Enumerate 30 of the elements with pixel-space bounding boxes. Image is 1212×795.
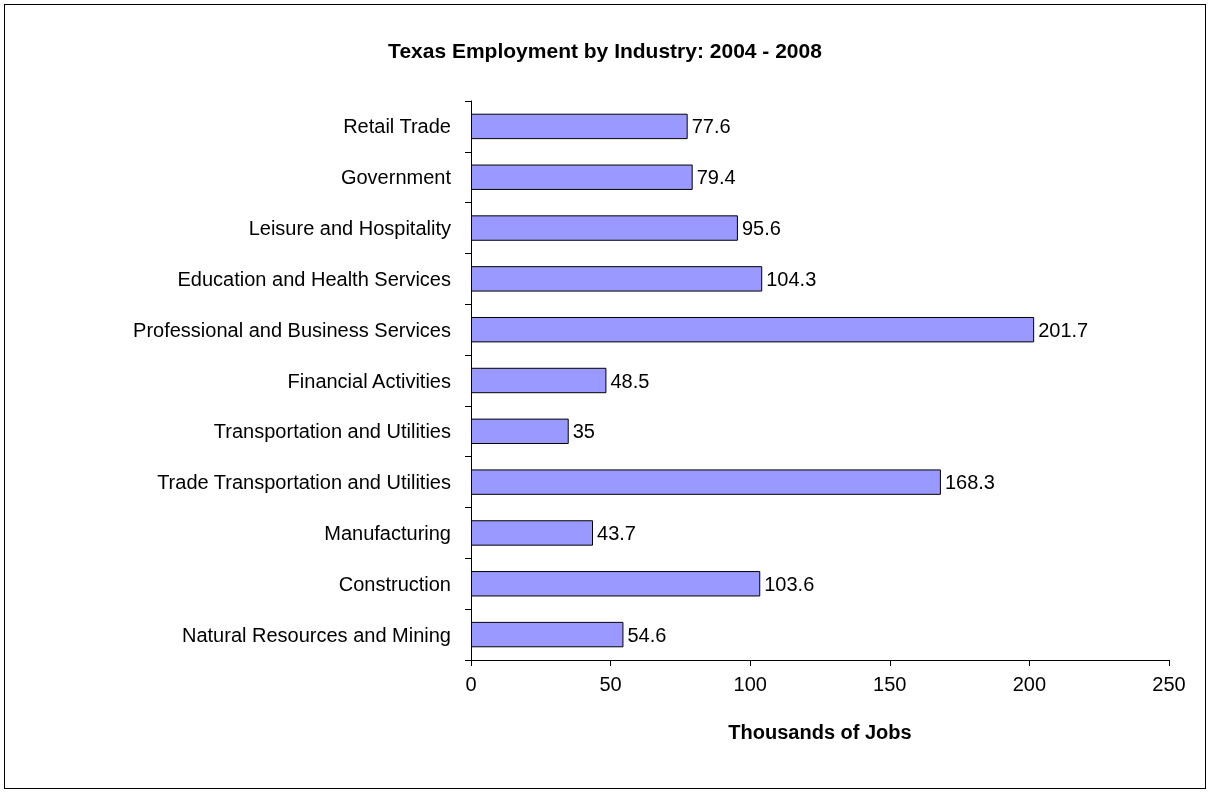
y-tick-label: Transportation and Utilities: [213, 420, 451, 443]
data-label: 168.3: [944, 471, 995, 494]
y-tick-label: Professional and Business Services: [133, 318, 451, 341]
data-label: 79.4: [696, 166, 736, 189]
x-tick-label: 200: [1012, 673, 1047, 695]
x-tick-label: 150: [873, 673, 907, 695]
x-tick-label: 0: [465, 673, 477, 695]
data-label: 103.6: [764, 572, 815, 595]
data-label: 54.6: [627, 623, 667, 646]
data-label: 104.3: [766, 267, 817, 290]
y-tick-label: Natural Resources and Mining: [181, 623, 451, 646]
y-tick-label: Retail Trade: [343, 115, 451, 138]
data-label: 35: [572, 420, 595, 443]
data-label: 95.6: [741, 217, 781, 240]
y-tick-label: Education and Health Services: [177, 267, 451, 290]
x-tick-label: 100: [733, 673, 767, 695]
y-tick-label: Trade Transportation and Utilities: [157, 471, 451, 494]
y-tick-label: Government: [340, 166, 452, 189]
data-label: 77.6: [691, 115, 731, 138]
y-tick-label: Manufacturing: [324, 521, 451, 544]
data-label: 43.7: [597, 521, 636, 544]
data-label: 201.7: [1038, 318, 1089, 341]
x-axis-title: Thousands of Jobs: [728, 721, 912, 743]
y-tick-label: Leisure and Hospitality: [248, 217, 451, 240]
y-tick-label: Financial Activities: [287, 369, 451, 392]
data-label: 48.5: [610, 369, 650, 392]
x-tick-label: 250: [1152, 673, 1186, 695]
x-tick-label: 50: [599, 673, 622, 695]
chart-title: Texas Employment by Industry: 2004 - 2008: [388, 39, 823, 62]
y-tick-label: Construction: [338, 572, 451, 595]
